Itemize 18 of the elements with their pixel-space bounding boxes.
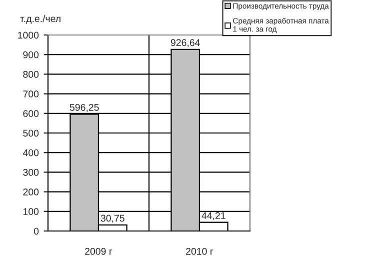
y-tick-label: 1000 bbox=[18, 32, 39, 39]
y-tick-label: 600 bbox=[23, 110, 39, 118]
y-tick-label: 800 bbox=[23, 70, 39, 78]
x-tick-label: 2010 г bbox=[186, 248, 214, 255]
y-tick-label: 900 bbox=[23, 51, 39, 58]
data-label: 926,64 bbox=[170, 39, 200, 48]
data-label: 44,21 bbox=[202, 212, 226, 220]
data-label: 30,75 bbox=[100, 214, 124, 223]
y-tick-label: 100 bbox=[23, 208, 39, 216]
y-tick-label: 700 bbox=[23, 90, 39, 98]
x-tick-label: 2009 г bbox=[85, 248, 112, 255]
data-label: 596,25 bbox=[70, 104, 99, 112]
y-tick-label: 400 bbox=[22, 149, 39, 156]
y-tick-label: 300 bbox=[23, 168, 39, 176]
y-tick-label: 200 bbox=[23, 188, 39, 196]
y-tick-label: 0 bbox=[34, 228, 39, 235]
y-axis-title: т.д.е./чел bbox=[20, 14, 60, 24]
y-tick-label: 500 bbox=[23, 130, 39, 137]
